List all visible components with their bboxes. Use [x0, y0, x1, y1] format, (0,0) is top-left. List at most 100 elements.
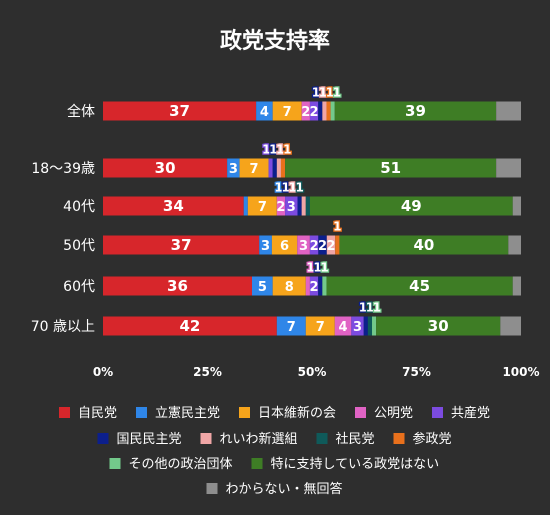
legend-swatch	[239, 407, 250, 418]
row-label: 50代	[63, 238, 95, 254]
value-label: 4	[339, 320, 348, 335]
bar-segment	[309, 101, 319, 121]
bar-segment	[103, 235, 260, 255]
small-value-label: 1	[366, 301, 374, 315]
bar-segment	[285, 158, 497, 178]
bar-segment	[318, 276, 323, 296]
bar-segment	[276, 196, 286, 216]
small-value-label: 1	[282, 181, 290, 195]
value-label: 3	[229, 162, 238, 177]
legend-swatch	[136, 407, 147, 418]
small-value-label: 1	[373, 301, 381, 315]
row-label: 60代	[63, 279, 95, 295]
legend-label: わからない・無回答	[226, 481, 343, 497]
bar-segment	[326, 235, 336, 255]
bar-segment	[500, 316, 521, 336]
value-label: 39	[405, 102, 426, 120]
bar-segment	[272, 158, 277, 178]
bar-segment	[326, 101, 331, 121]
x-tick-label: 75%	[402, 365, 431, 379]
legend-label: 公明党	[374, 406, 413, 421]
bar-segment	[103, 158, 228, 178]
value-label: 3	[261, 239, 270, 254]
bar-segment	[363, 316, 368, 336]
value-label: 8	[285, 280, 294, 295]
small-value-label: 1	[306, 261, 314, 275]
value-label: 7	[250, 162, 259, 177]
bar-segment	[305, 316, 335, 336]
x-tick-label: 25%	[193, 365, 222, 379]
bar-segment	[339, 235, 509, 255]
small-value-label: 1	[319, 86, 327, 100]
value-label: 51	[380, 159, 401, 177]
legend-swatch	[316, 433, 328, 444]
legend-label: 国民民主党	[117, 432, 182, 447]
bar-segment	[309, 235, 319, 255]
row-label: 70 歳以上	[31, 319, 95, 335]
value-label: 2	[318, 239, 327, 254]
bar-segment	[259, 235, 272, 255]
bar-segment	[334, 101, 497, 121]
bar-segment	[243, 196, 248, 216]
small-value-label: 1	[313, 261, 321, 275]
x-axis-ticks: 0% 25% 50% 75% 100%	[93, 365, 540, 379]
value-label: 3	[299, 239, 308, 254]
bar-segment	[103, 101, 257, 121]
bar-segment	[372, 316, 377, 336]
small-value-label: 1	[276, 143, 284, 157]
legend-label: 共産党	[451, 405, 490, 421]
value-label: 30	[155, 159, 176, 177]
bar-segment	[508, 235, 521, 255]
x-tick-label: 50%	[298, 365, 327, 379]
small-value-label: 1	[283, 143, 291, 157]
value-label: 2	[301, 105, 310, 120]
bar-segment	[103, 196, 244, 216]
bar-segment	[251, 276, 273, 296]
value-label: 34	[163, 197, 184, 215]
bar-segment	[351, 316, 364, 336]
bar-segment	[334, 316, 352, 336]
bar-segment	[280, 158, 286, 178]
legend-label: 参政党	[413, 431, 452, 447]
legend-swatch	[355, 407, 366, 418]
bar-segment	[309, 196, 513, 216]
bar-segment	[367, 316, 373, 336]
value-label: 7	[258, 200, 267, 215]
small-value-label: 1	[275, 181, 283, 195]
bar-segment	[256, 101, 273, 121]
legend-label: 自民党	[78, 406, 117, 421]
bar-segment	[285, 196, 298, 216]
small-value-label: 1	[333, 86, 341, 100]
bar-segment	[247, 196, 277, 216]
bar-segment	[301, 101, 310, 121]
bar-segment	[103, 276, 252, 296]
value-label: 40	[413, 236, 434, 254]
legend-swatch	[251, 458, 263, 469]
bar-segment	[512, 196, 521, 216]
bar-segment	[271, 235, 298, 255]
bar-segment	[276, 316, 306, 336]
legend-swatch	[393, 433, 405, 444]
bar-segment	[496, 158, 521, 178]
value-label: 3	[353, 320, 362, 335]
value-label: 30	[428, 317, 449, 335]
small-value-label: 1	[359, 301, 367, 315]
legend-swatch	[206, 483, 218, 494]
value-label: 2	[310, 105, 319, 120]
bar-segment	[103, 316, 277, 336]
x-tick-label: 100%	[502, 365, 539, 379]
legend-label: 立憲民主党	[155, 405, 220, 421]
row-label: 全体	[67, 103, 95, 120]
legend-label: 社民党	[336, 431, 375, 447]
value-label: 3	[287, 200, 296, 215]
value-label: 42	[179, 317, 200, 335]
bar-segment	[330, 101, 335, 121]
small-value-label: 1	[289, 181, 297, 195]
legend-label: その他の政治団体	[129, 457, 233, 472]
value-label: 37	[169, 102, 190, 120]
bar-segment	[318, 101, 323, 121]
value-label: 2	[326, 239, 335, 254]
